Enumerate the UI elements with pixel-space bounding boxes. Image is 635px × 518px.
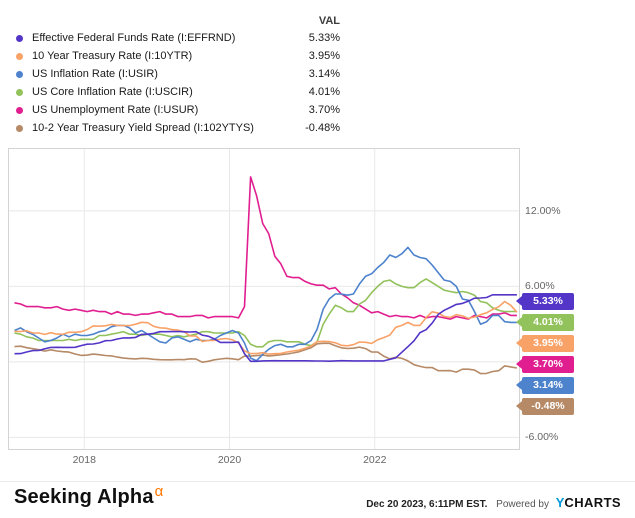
value-badge: -0.48% [516, 398, 574, 415]
legend-rows: Effective Federal Funds Rate (I:EFFRND) 5… [16, 29, 340, 137]
ycharts-logo-y: Y [555, 495, 565, 510]
series-value: -0.48% [305, 122, 340, 134]
series-value: 5.33% [308, 32, 340, 44]
powered-by-label: Powered by [496, 499, 549, 510]
x-tick-label: 2018 [72, 454, 96, 466]
legend-item[interactable]: 10 Year Treasury Rate (I:10YTR) 3.95% [16, 47, 340, 65]
series-color-dot-icon [16, 52, 23, 60]
series-line [14, 246, 517, 362]
chart-area: 12.00% 6.00% -6.00% 2018 2020 2022 5.33% 4.01… [8, 148, 635, 478]
badge-arrow-icon [516, 338, 522, 348]
plot-border [8, 148, 520, 450]
alpha-glyph: α [154, 483, 164, 500]
series-line [14, 294, 517, 363]
legend: VAL Effective Federal Funds Rate (I:EFFR… [16, 12, 340, 137]
value-badge: 3.70% [516, 356, 574, 373]
value-badge: 5.33% [516, 293, 574, 310]
x-tick-label: 2020 [217, 454, 242, 466]
series-color-dot-icon [16, 70, 23, 78]
seeking-alpha-logo[interactable]: Seeking Alphaα [14, 483, 164, 509]
series-value: 3.70% [308, 104, 340, 116]
ycharts-logo[interactable]: YCHARTS [556, 495, 621, 510]
legend-item[interactable]: US Core Inflation Rate (I:USCIR) 4.01% [16, 83, 340, 101]
series-label: US Unemployment Rate (I:USUR) [32, 104, 199, 116]
series-label: 10-2 Year Treasury Yield Spread (I:102YT… [32, 122, 254, 134]
series-line [14, 278, 517, 348]
legend-item[interactable]: US Unemployment Rate (I:USUR) 3.70% [16, 101, 340, 119]
series-color-dot-icon [16, 34, 23, 42]
seeking-alpha-logo-text: Seeking Alpha [14, 486, 154, 508]
series-label: US Inflation Rate (I:USIR) [32, 68, 158, 80]
series-line [14, 342, 518, 375]
series-value: 3.14% [308, 68, 340, 80]
series-line [14, 300, 518, 355]
legend-val-header: VAL [318, 14, 340, 27]
y-tick-label: -6.00% [525, 431, 559, 444]
footer-divider [0, 481, 635, 482]
series-value: 4.01% [308, 86, 340, 98]
legend-item[interactable]: Effective Federal Funds Rate (I:EFFRND) 5… [16, 29, 340, 47]
series-line [14, 176, 517, 320]
series-label: Effective Federal Funds Rate (I:EFFRND) [32, 32, 236, 44]
chart-timestamp: Dec 20 2023, 6:11PM EST. [366, 499, 488, 510]
badge-arrow-icon [516, 317, 522, 327]
series-color-dot-icon [16, 88, 23, 96]
series-label: US Core Inflation Rate (I:USCIR) [32, 86, 193, 98]
value-badge: 3.95% [516, 335, 574, 352]
series-color-dot-icon [16, 124, 23, 132]
x-tick-label: 2022 [363, 454, 387, 466]
series-value: 3.95% [308, 50, 340, 62]
y-tick-label: 6.00% [525, 280, 555, 293]
badge-arrow-icon [516, 380, 522, 390]
value-badge: 4.01% [516, 314, 574, 331]
footer-attribution: Dec 20 2023, 6:11PM EST. Powered by YCHA… [366, 495, 621, 510]
badge-arrow-icon [516, 401, 522, 411]
legend-item[interactable]: 10-2 Year Treasury Yield Spread (I:102YT… [16, 119, 340, 137]
chart-plot [8, 148, 520, 450]
legend-item[interactable]: US Inflation Rate (I:USIR) 3.14% [16, 65, 340, 83]
badge-arrow-icon [516, 296, 522, 306]
y-tick-label: 12.00% [525, 204, 561, 217]
ycharts-logo-charts: CHARTS [564, 495, 621, 510]
badge-arrow-icon [516, 359, 522, 369]
series-color-dot-icon [16, 106, 23, 114]
series-label: 10 Year Treasury Rate (I:10YTR) [32, 50, 193, 62]
value-badge: 3.14% [516, 377, 574, 394]
legend-header-row: VAL [16, 12, 340, 29]
